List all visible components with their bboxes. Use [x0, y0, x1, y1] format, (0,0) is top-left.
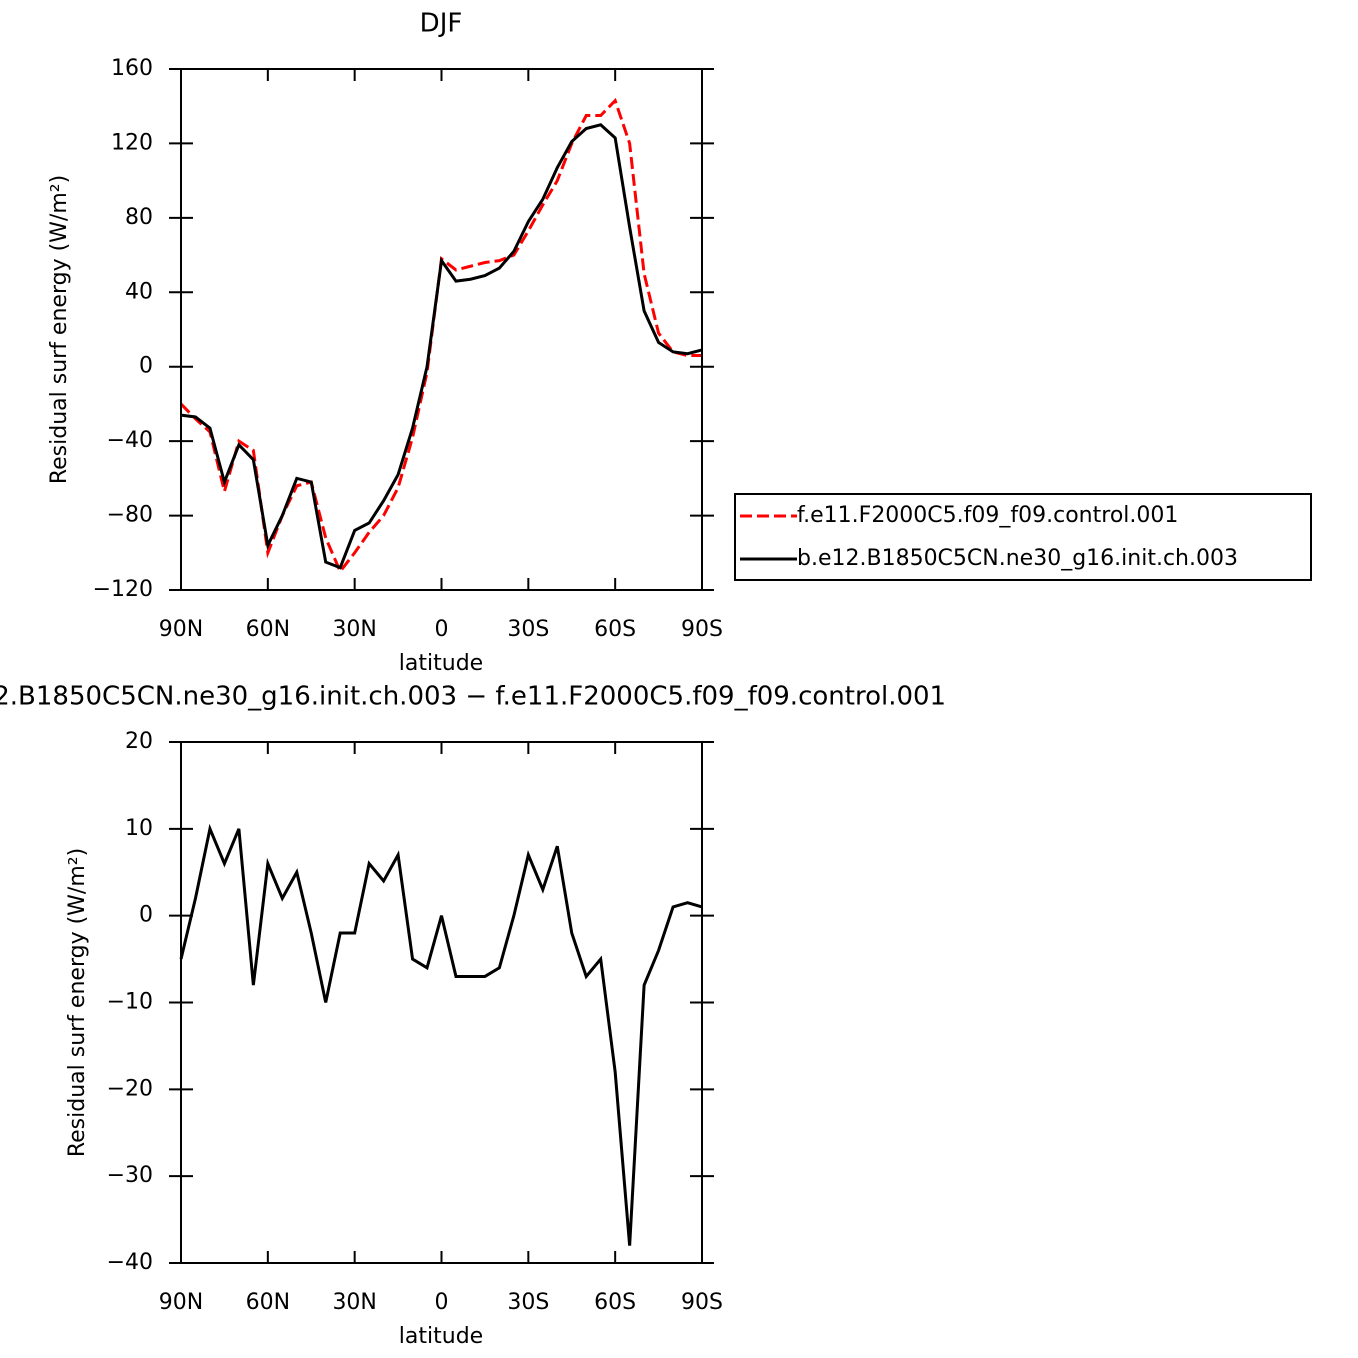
y-tick-label: −20: [107, 1076, 153, 1101]
y-tick-label: 0: [139, 903, 153, 928]
x-tick-label: 30N: [332, 617, 376, 642]
x-tick-label: 0: [435, 1290, 449, 1315]
x-tick-label: 30S: [507, 617, 549, 642]
x-tick-label: 60S: [594, 1290, 636, 1315]
y-tick-label: −120: [93, 577, 153, 602]
x-tick-label: 60N: [246, 617, 290, 642]
y-tick-label: 160: [111, 56, 153, 81]
x-tick-label: 90S: [681, 1290, 723, 1315]
y-tick-label: −30: [107, 1163, 153, 1188]
x-axis-label: latitude: [399, 651, 483, 676]
y-tick-label: −40: [107, 1250, 153, 1275]
data-line: [179, 823, 703, 1246]
x-tick-label: 30S: [507, 1290, 549, 1315]
y-tick-label: 80: [125, 205, 153, 230]
y-tick-label: 120: [111, 130, 153, 155]
plot-frame: [180, 741, 703, 1264]
x-tick-label: 90N: [159, 617, 203, 642]
x-axis-label: latitude: [399, 1324, 483, 1349]
y-axis-label: Residual surf energy (W/m²): [47, 175, 72, 484]
y-tick-label: −10: [107, 990, 153, 1015]
data-line: [180, 123, 703, 570]
x-tick-label: 60S: [594, 617, 636, 642]
y-tick-label: −40: [107, 428, 153, 453]
x-tick-label: 90N: [159, 1290, 203, 1315]
y-tick-label: −80: [107, 503, 153, 528]
legend-box: [734, 493, 1312, 581]
legend-label: b.e12.B1850C5CN.ne30_g16.init.ch.003: [797, 546, 1238, 571]
legend-label: f.e11.F2000C5.f09_f09.control.001: [797, 503, 1178, 528]
y-axis-label: Residual surf energy (W/m²): [65, 848, 90, 1157]
y-tick-label: 40: [125, 279, 153, 304]
chart-title: b.e12.B1850C5CN.ne30_g16.init.ch.003 − f…: [0, 682, 946, 712]
x-tick-label: 90S: [681, 617, 723, 642]
x-tick-label: 60N: [246, 1290, 290, 1315]
chart-title: DJF: [420, 9, 463, 39]
y-tick-label: 10: [125, 816, 153, 841]
y-tick-label: 0: [139, 354, 153, 379]
y-tick-label: 20: [125, 729, 153, 754]
x-tick-label: 30N: [332, 1290, 376, 1315]
x-tick-label: 0: [435, 617, 449, 642]
plot-frame: [180, 68, 703, 591]
